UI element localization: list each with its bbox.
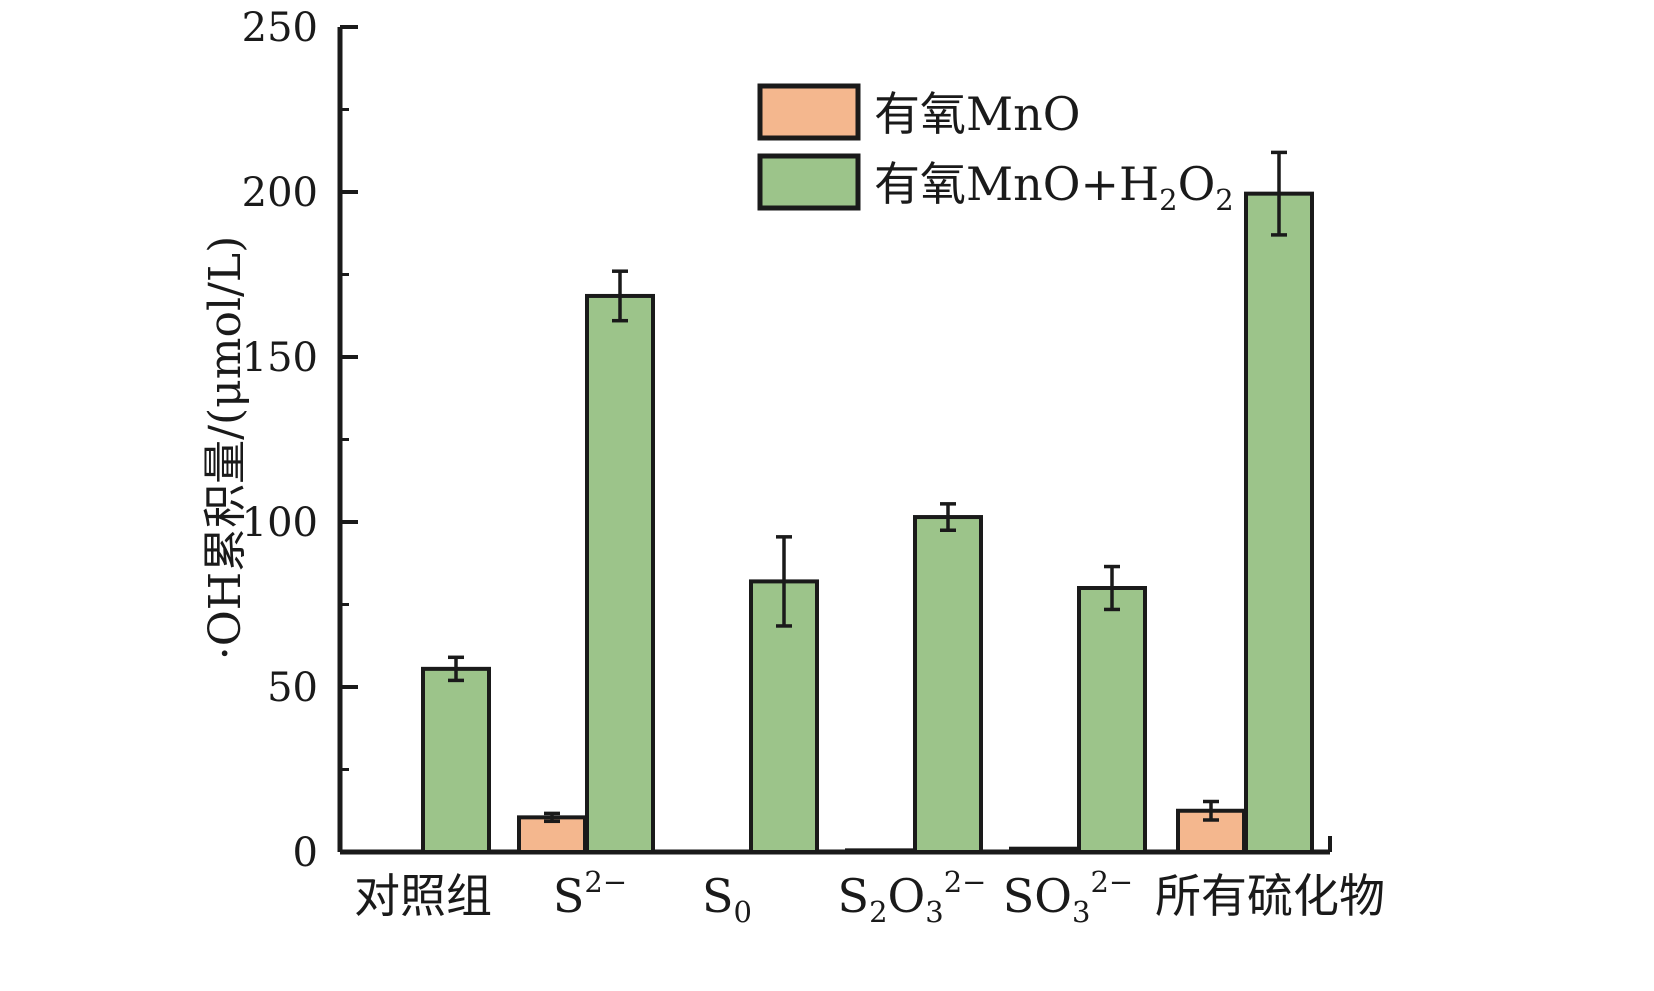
legend-label: 有氧MnO <box>874 87 1080 141</box>
legend-label-part: 有氧MnO <box>874 87 1080 141</box>
x-tick-label-part: SO <box>1003 869 1072 923</box>
y-tick-label: 100 <box>242 500 318 546</box>
x-tick-label-part: 对照组 <box>354 869 492 923</box>
x-tick-label-part: 2− <box>584 865 627 899</box>
legend-label: 有氧MnO+H2O2 <box>874 157 1234 217</box>
legend-label-part: 有氧MnO+H <box>874 157 1159 211</box>
bar <box>913 515 983 854</box>
y-tick-label: 250 <box>242 5 318 51</box>
y-tick-label: 50 <box>267 665 318 711</box>
x-tick-label-part: 2− <box>1090 865 1133 899</box>
x-tick-label-part: 3 <box>925 895 943 929</box>
x-tick-label: SO32− <box>1003 865 1133 929</box>
x-tick-label-part: 0 <box>734 895 752 929</box>
x-tick-label-part: O <box>888 869 926 923</box>
legend-label-part: 2 <box>1215 183 1233 217</box>
legend-label-part: O <box>1178 157 1216 211</box>
bar <box>585 293 655 854</box>
bar <box>1077 586 1147 854</box>
y-axis-title: ·OH累积量/(μmol/L) <box>200 236 251 661</box>
x-tick-label-part: 2− <box>944 865 987 899</box>
x-tick-label: 对照组 <box>354 869 492 923</box>
bars <box>353 150 1314 855</box>
legend-label-part: 2 <box>1159 183 1177 217</box>
x-tick-label-part: 3 <box>1072 895 1090 929</box>
x-tick-label: S2− <box>553 865 627 923</box>
x-tick-label-part: S <box>553 869 585 923</box>
x-tick-label-part: S <box>702 869 734 923</box>
legend-swatch <box>757 153 861 211</box>
bar <box>681 849 751 854</box>
bar <box>353 849 423 854</box>
x-tick-label: 所有硫化物 <box>1155 869 1385 923</box>
y-tick-label: 150 <box>242 335 318 381</box>
bar <box>845 848 915 854</box>
bar <box>1009 846 1079 855</box>
x-tick-label: S0 <box>702 869 752 929</box>
x-tick-label-part: 2 <box>869 895 887 929</box>
bar <box>1244 191 1314 854</box>
x-tick-label-part: 所有硫化物 <box>1155 869 1385 923</box>
y-tick-label: 200 <box>242 170 318 216</box>
x-tick-label: S2O32− <box>838 865 987 929</box>
bar <box>421 666 491 854</box>
x-tick-label-part: S <box>838 869 870 923</box>
y-tick-label: 0 <box>293 830 318 876</box>
legend-swatch <box>757 83 861 141</box>
